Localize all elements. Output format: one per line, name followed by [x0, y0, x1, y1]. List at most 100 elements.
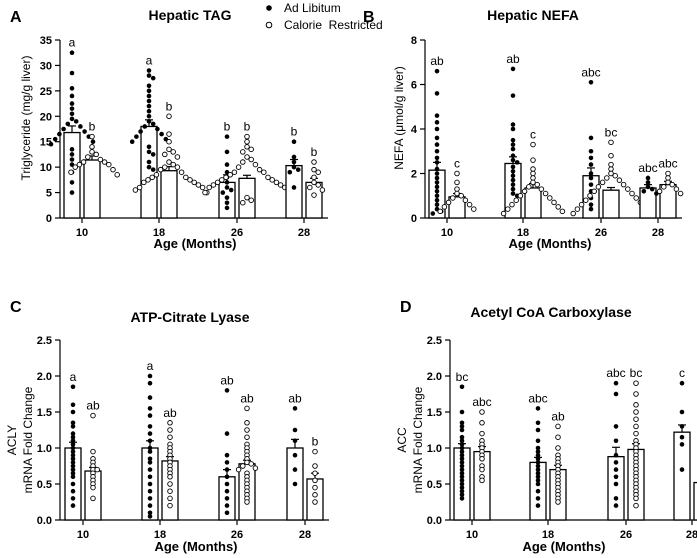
significance-letter: ab [86, 399, 100, 413]
data-point-ad-libitum [510, 142, 516, 147]
data-point-calorie-restricted [633, 502, 639, 509]
data-point-calorie-restricted [214, 179, 221, 186]
data-point-ad-libitum [434, 184, 440, 190]
data-point-calorie-restricted [174, 154, 181, 160]
data-point-ad-libitum [459, 478, 465, 483]
x-tick-label: 26 [595, 227, 607, 239]
chart-title: Acetyl CoA Carboxylase [470, 304, 632, 320]
data-point-ad-libitum [224, 195, 230, 200]
data-point-ad-libitum [679, 409, 685, 415]
y-tick-label: 0.5 [37, 479, 52, 491]
data-point-ad-libitum [147, 460, 153, 465]
data-point-calorie-restricted [574, 206, 581, 212]
data-point-calorie-restricted [227, 172, 233, 178]
data-point-ad-libitum [434, 148, 440, 154]
legend-label-calorie-restricted: Calorie Restricted [284, 18, 383, 32]
data-point-calorie-restricted [608, 139, 614, 146]
y-axis-label-line1: ACLY [5, 425, 19, 455]
data-point-calorie-restricted [530, 166, 536, 172]
data-point-calorie-restricted [315, 182, 321, 188]
data-point-calorie-restricted [311, 159, 317, 165]
data-point-ad-libitum [459, 463, 465, 469]
data-point-calorie-restricted [633, 416, 639, 422]
data-point-ad-libitum [224, 180, 230, 185]
data-point-calorie-restricted [311, 192, 317, 198]
data-point-ad-libitum [588, 182, 594, 187]
data-point-calorie-restricted [312, 477, 318, 484]
data-point-ad-libitum [510, 137, 516, 143]
significance-letter: a [69, 36, 76, 50]
data-point-calorie-restricted [244, 427, 250, 433]
data-point-ad-libitum [69, 190, 75, 195]
data-point-calorie-restricted [89, 144, 95, 150]
data-point-ad-libitum [535, 427, 541, 433]
data-point-ad-libitum [146, 68, 152, 73]
y-tick-label: 2.0 [427, 371, 442, 383]
data-point-calorie-restricted [479, 477, 485, 484]
data-point-calorie-restricted [244, 133, 250, 140]
data-point-ad-libitum [510, 173, 516, 179]
data-point-ad-libitum [459, 456, 465, 462]
data-point-calorie-restricted [191, 179, 197, 186]
data-point-ad-libitum [69, 106, 75, 111]
data-point-ad-libitum [434, 142, 440, 147]
data-point-ad-libitum [70, 449, 76, 454]
data-point-ad-libitum [73, 119, 79, 124]
data-point-ad-libitum [588, 175, 594, 181]
data-point-ad-libitum [291, 154, 297, 160]
data-point-calorie-restricted [244, 405, 250, 412]
data-point-calorie-restricted [167, 420, 173, 426]
x-axis-label: Age (Months) [153, 236, 236, 251]
data-point-calorie-restricted [277, 182, 284, 188]
data-point-ad-libitum [224, 162, 230, 167]
data-point-ad-libitum [146, 103, 152, 109]
x-tick-label: 28 [299, 529, 311, 541]
y-tick-label: 1.5 [37, 407, 52, 419]
data-point-ad-libitum [70, 474, 76, 480]
data-point-calorie-restricted [319, 187, 326, 193]
data-point-ad-libitum [510, 177, 516, 183]
data-point-ad-libitum [459, 496, 465, 501]
panel-letter: A [10, 9, 22, 26]
data-point-calorie-restricted [174, 164, 181, 170]
y-axis-label: NEFA (μmol/g liver) [392, 66, 406, 170]
data-point-calorie-restricted [240, 159, 246, 165]
data-point-ad-libitum [613, 481, 619, 487]
data-point-calorie-restricted [665, 170, 671, 177]
data-point-calorie-restricted [166, 159, 172, 165]
data-point-ad-libitum [224, 149, 230, 155]
x-tick-label: 10 [77, 529, 89, 541]
data-point-calorie-restricted [170, 149, 176, 155]
data-point-ad-libitum [69, 101, 75, 106]
data-point-ad-libitum [679, 424, 685, 429]
data-point-calorie-restricted [206, 184, 212, 191]
legend: Ad Libitum Calorie Restricted [265, 1, 383, 32]
data-point-calorie-restricted [244, 420, 250, 426]
panel-acetyl-coa-carboxylase: D Acetyl CoA Carboxylase Age (Months) AC… [395, 299, 697, 554]
data-point-ad-libitum [147, 424, 153, 429]
data-point-ad-libitum [150, 167, 156, 172]
data-point-calorie-restricted [265, 174, 271, 181]
data-point-calorie-restricted [252, 465, 259, 471]
data-point-ad-libitum [535, 460, 541, 465]
panel-atp-citrate-lyase: C ATP-Citrate Lyase Age (Months) ACLY mR… [5, 299, 329, 554]
data-point-calorie-restricted [450, 195, 456, 201]
data-point-calorie-restricted [235, 164, 242, 170]
significance-letter: b [89, 120, 96, 134]
data-point-calorie-restricted [166, 138, 172, 145]
data-point-calorie-restricted [167, 481, 173, 487]
data-point-ad-libitum [588, 171, 594, 176]
data-point-calorie-restricted [633, 430, 639, 437]
data-point-ad-libitum [588, 162, 594, 167]
data-point-calorie-restricted [505, 206, 511, 212]
data-point-ad-libitum [535, 445, 541, 451]
data-point-calorie-restricted [89, 133, 95, 140]
data-point-ad-libitum [70, 467, 76, 472]
data-point-ad-libitum [588, 148, 594, 154]
data-point-ad-libitum [295, 167, 301, 172]
data-point-ad-libitum [645, 175, 651, 181]
data-point-calorie-restricted [521, 188, 528, 195]
significance-letter: b [166, 99, 173, 113]
panel-letter: C [10, 299, 22, 316]
significance-letter: c [679, 366, 685, 380]
